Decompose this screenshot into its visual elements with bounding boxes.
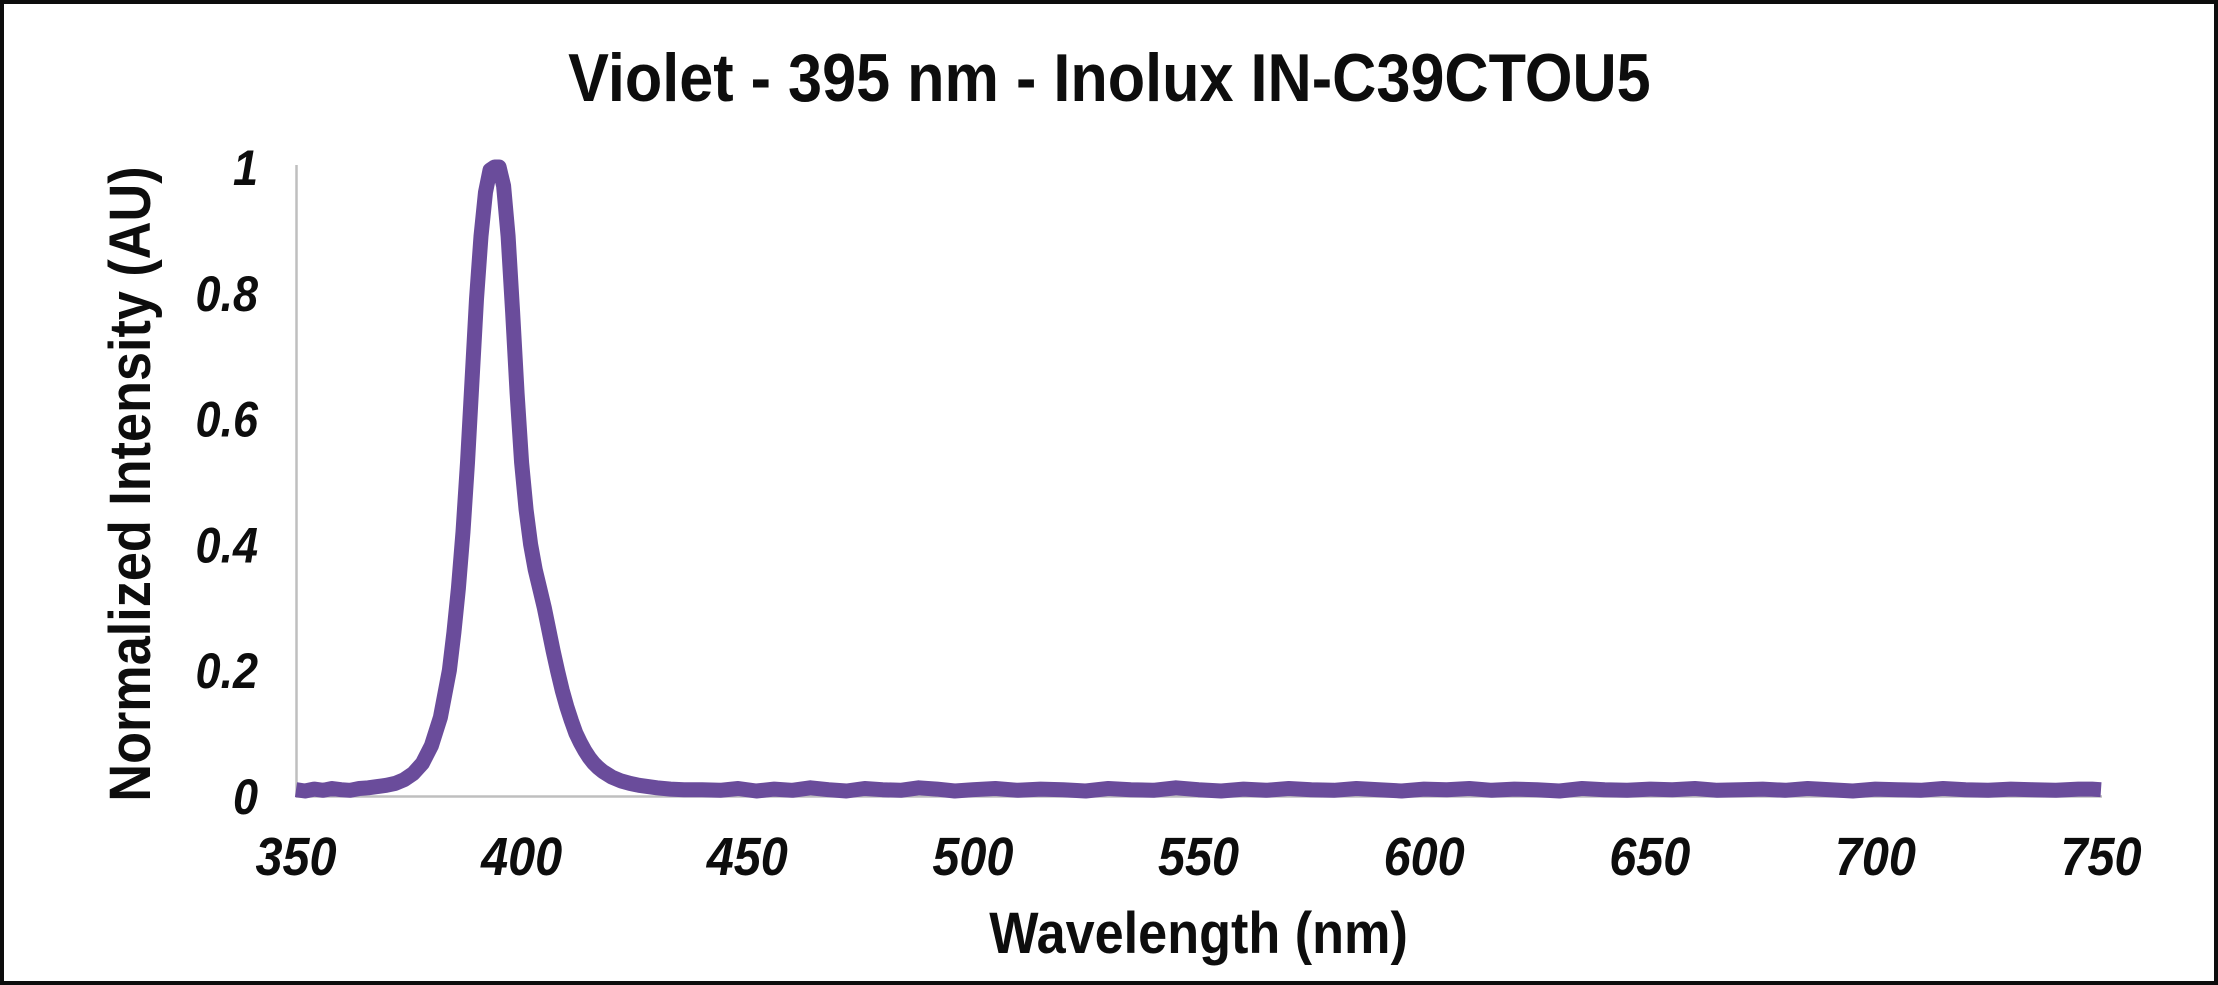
x-axis-title-text: Wavelength (nm) xyxy=(989,901,1408,966)
x-tick-label: 650 xyxy=(1609,826,1690,887)
x-tick-label: 600 xyxy=(1384,826,1465,887)
x-axis-title: Wavelength (nm) xyxy=(296,900,2101,968)
x-tick-label: 500 xyxy=(932,826,1013,887)
x-tick-label: 750 xyxy=(2060,826,2141,887)
x-tick-label: 350 xyxy=(255,826,336,887)
y-tick-label: 0.8 xyxy=(195,267,258,323)
x-tick-label: 450 xyxy=(706,826,788,887)
x-tick-label: 700 xyxy=(1835,826,1916,887)
y-tick-label: 0.6 xyxy=(195,392,258,448)
y-tick-label: 0 xyxy=(233,770,258,826)
x-tick-label: 550 xyxy=(1158,826,1239,887)
y-tick-label: 0.2 xyxy=(195,644,258,700)
x-tick-label: 400 xyxy=(480,826,562,887)
y-tick-label: 1 xyxy=(233,141,258,197)
y-tick-label: 0.4 xyxy=(195,518,258,574)
chart-canvas: 350 400 450 500 550 600 650 700 750 0 0.2 0.4 0.6 0.8… xyxy=(195,141,2141,887)
chart-title-text: Violet - 395 nm - Inolux IN-C39CTOU5 xyxy=(567,40,1651,116)
spectrum-line xyxy=(294,159,2102,799)
chart-title: Violet - 395 nm - Inolux IN-C39CTOU5 xyxy=(4,32,2214,124)
